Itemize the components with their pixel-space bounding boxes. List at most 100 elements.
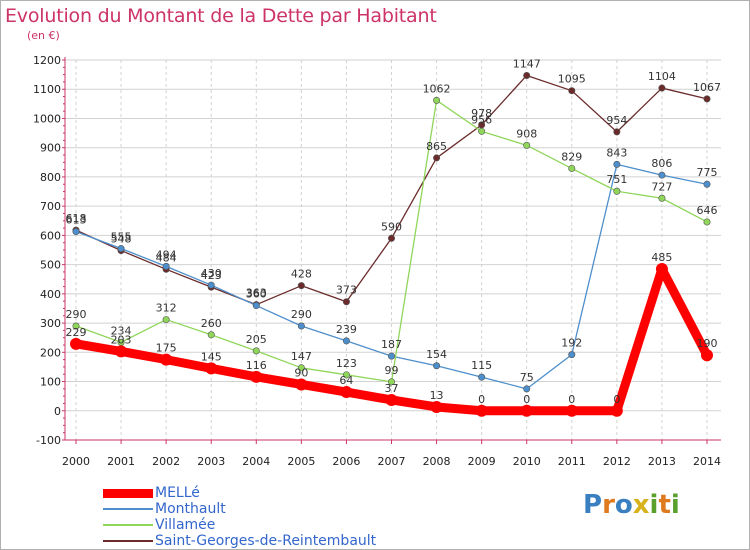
data-point bbox=[115, 345, 128, 358]
data-point bbox=[117, 245, 125, 253]
data-point bbox=[610, 404, 623, 417]
data-point bbox=[523, 141, 531, 149]
data-label: 843 bbox=[606, 146, 627, 159]
data-label: 555 bbox=[111, 231, 132, 244]
data-point bbox=[72, 228, 80, 236]
data-point bbox=[430, 400, 443, 413]
data-label: 590 bbox=[381, 220, 402, 233]
data-point bbox=[162, 316, 170, 324]
data-label: 428 bbox=[291, 268, 312, 281]
data-label: 234 bbox=[111, 324, 132, 337]
data-point bbox=[205, 362, 218, 375]
data-point bbox=[613, 187, 621, 195]
data-point bbox=[523, 71, 531, 79]
data-point bbox=[523, 385, 531, 393]
data-label: 0 bbox=[568, 393, 575, 406]
data-label: 290 bbox=[291, 308, 312, 321]
data-label: 260 bbox=[201, 317, 222, 330]
x-tick-label: 2001 bbox=[107, 455, 135, 468]
x-tick-label: 2014 bbox=[693, 455, 721, 468]
data-label: 360 bbox=[246, 288, 267, 301]
y-tick-label: -100 bbox=[36, 434, 61, 447]
data-label: 423 bbox=[201, 269, 222, 282]
data-point bbox=[252, 347, 260, 355]
x-tick-label: 2002 bbox=[152, 455, 180, 468]
data-point bbox=[162, 262, 170, 270]
data-point bbox=[703, 218, 711, 226]
data-point bbox=[433, 154, 441, 162]
x-tick-label: 2003 bbox=[197, 455, 225, 468]
legend-label-saint-georges: Saint-Georges-de-Reintembault bbox=[155, 533, 377, 549]
data-point bbox=[568, 87, 576, 95]
y-tick-label: 300 bbox=[40, 317, 61, 330]
y-tick-label: 400 bbox=[40, 288, 61, 301]
data-point bbox=[387, 352, 395, 360]
data-label: 775 bbox=[697, 166, 718, 179]
data-point bbox=[701, 349, 713, 362]
y-tick-label: 500 bbox=[40, 259, 61, 272]
data-point bbox=[565, 404, 578, 417]
data-label: 646 bbox=[697, 204, 718, 217]
data-point bbox=[207, 331, 215, 339]
data-label: 484 bbox=[156, 251, 177, 264]
data-label: 154 bbox=[426, 348, 447, 361]
y-tick-label: 700 bbox=[40, 200, 61, 213]
data-point bbox=[295, 378, 308, 391]
data-label: 430 bbox=[201, 267, 222, 280]
data-label: 1104 bbox=[648, 70, 676, 83]
data-label: 1067 bbox=[693, 81, 721, 94]
data-label: 205 bbox=[246, 333, 267, 346]
data-label: 116 bbox=[246, 359, 267, 372]
data-label: 751 bbox=[606, 173, 627, 186]
data-point bbox=[387, 234, 395, 242]
y-tick-label: 800 bbox=[40, 171, 61, 184]
data-label: 239 bbox=[336, 323, 357, 336]
data-point bbox=[387, 378, 395, 386]
y-tick-label: 600 bbox=[40, 229, 61, 242]
x-tick-label: 2007 bbox=[378, 455, 406, 468]
x-tick-label: 2005 bbox=[287, 455, 315, 468]
data-point bbox=[160, 353, 173, 366]
y-tick-label: 200 bbox=[40, 346, 61, 359]
data-label: 727 bbox=[651, 180, 672, 193]
data-point bbox=[250, 370, 263, 383]
legend-swatch-monthault bbox=[103, 508, 153, 510]
data-point bbox=[342, 337, 350, 345]
data-label: 145 bbox=[201, 350, 222, 363]
data-label: 956 bbox=[471, 113, 492, 126]
data-point bbox=[478, 127, 486, 135]
chart-unit-label: (en €) bbox=[27, 29, 60, 42]
proxiti-logo: Proxiti bbox=[583, 490, 680, 520]
legend-label-villamee: Villamée bbox=[155, 517, 216, 533]
data-label: 0 bbox=[478, 393, 485, 406]
chart-title: Evolution du Montant de la Dette par Hab… bbox=[5, 5, 437, 27]
data-label: 618 bbox=[66, 212, 87, 225]
data-point bbox=[342, 371, 350, 379]
data-label: 13 bbox=[430, 389, 444, 402]
legend-label-monthault: Monthault bbox=[155, 501, 226, 517]
data-point bbox=[568, 351, 576, 359]
x-tick-label: 2012 bbox=[603, 455, 631, 468]
x-tick-label: 2010 bbox=[513, 455, 541, 468]
data-label: 806 bbox=[651, 157, 672, 170]
data-point bbox=[252, 302, 260, 310]
data-point bbox=[703, 95, 711, 103]
x-tick-label: 2013 bbox=[648, 455, 676, 468]
data-label: 90 bbox=[294, 366, 308, 379]
x-tick-label: 2008 bbox=[423, 455, 451, 468]
data-point bbox=[297, 322, 305, 330]
data-label: 613 bbox=[66, 214, 87, 227]
data-label: 99 bbox=[385, 364, 399, 377]
data-point bbox=[568, 164, 576, 172]
data-point bbox=[342, 298, 350, 306]
data-point bbox=[478, 373, 486, 381]
data-label: 290 bbox=[66, 308, 87, 321]
data-label: 829 bbox=[561, 150, 582, 163]
data-label: 192 bbox=[561, 337, 582, 350]
data-label: 363 bbox=[246, 287, 267, 300]
data-point bbox=[207, 281, 215, 289]
data-label: 1095 bbox=[558, 73, 586, 86]
data-point bbox=[385, 393, 398, 406]
x-tick-label: 2011 bbox=[558, 455, 586, 468]
